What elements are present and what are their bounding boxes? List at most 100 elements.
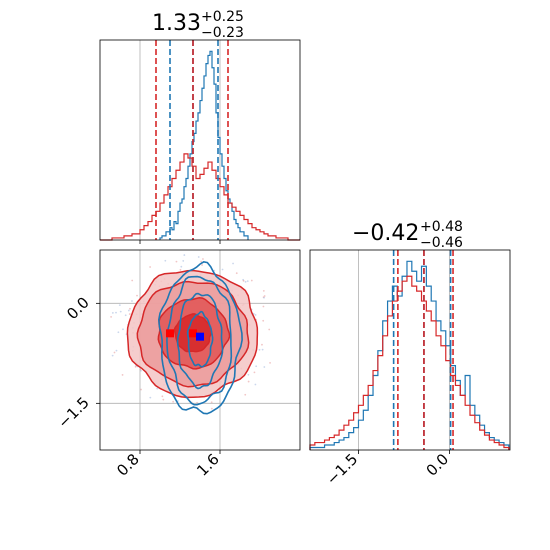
contour-xtick-label-0: 0.8	[113, 450, 143, 480]
panel-1-series-1-histogram	[100, 153, 300, 241]
scatter-point	[263, 366, 266, 368]
scatter-point	[127, 309, 130, 312]
panel-2-histograms	[309, 260, 510, 450]
red-best-fit-marker-0	[166, 329, 174, 338]
scatter-point	[262, 289, 265, 292]
scatter-point	[232, 262, 234, 265]
scatter-point	[149, 396, 152, 399]
scatter-point	[262, 305, 265, 308]
panel-2-series-1-histogram	[309, 275, 510, 450]
contour-panel: 0.8 1.6 0.0 −1.5	[54, 249, 301, 480]
panel-2-frame	[309, 249, 511, 451]
contour-ticks	[96, 302, 221, 454]
scatter-point	[200, 260, 203, 263]
scatter-point	[111, 354, 114, 357]
scatter-point	[115, 349, 118, 352]
panel-2-quantile-lines	[392, 250, 454, 450]
scatter-point	[268, 328, 271, 331]
panel-1-title-value: 1.33	[152, 11, 201, 36]
red-best-fit-marker-1	[189, 329, 197, 338]
blue-best-fit-marker-0	[196, 332, 204, 341]
scatter-point	[210, 407, 213, 410]
scatter-point	[131, 279, 134, 282]
panel-2-ticks	[358, 450, 450, 454]
scatter-point	[175, 260, 178, 263]
scatter-point	[242, 279, 245, 282]
scatter-point	[197, 256, 200, 258]
scatter-point	[111, 312, 114, 314]
scatter-point	[162, 398, 165, 401]
scatter-point	[201, 264, 203, 266]
contour-levels	[126, 261, 259, 415]
scatter-point	[122, 328, 124, 331]
panel-1-ticks	[139, 240, 221, 244]
scatter-point	[179, 268, 182, 271]
scatter-point	[121, 374, 124, 376]
scatter-point	[119, 310, 122, 313]
scatter-point	[247, 380, 250, 383]
scatter-point	[210, 401, 213, 404]
scatter-point	[244, 393, 247, 396]
panel-1-title-upper: +0.25	[201, 9, 244, 25]
scatter-point	[250, 279, 253, 282]
blue-contour-level-1	[176, 292, 224, 390]
scatter-point	[255, 365, 258, 368]
blue-contour-level-2	[166, 275, 233, 406]
scatter-point	[261, 343, 263, 346]
scatter-point	[263, 296, 265, 299]
contour-frame	[99, 249, 301, 451]
scatter-point	[117, 331, 120, 334]
scatter-point	[156, 387, 159, 390]
scatter-point	[118, 304, 121, 307]
scatter-point	[182, 260, 185, 262]
panel-2-xtick-label-0: −1.5	[323, 450, 361, 488]
scatter-point	[202, 258, 204, 260]
scatter-point	[131, 300, 133, 302]
panel-1-frame	[99, 39, 301, 241]
scatter-point	[254, 383, 257, 386]
panel-2-title-lower: −0.46	[420, 235, 463, 251]
panel-1-title-lower: −0.23	[201, 25, 244, 41]
scatter-point	[113, 351, 116, 354]
contour-ytick-label-1: −1.5	[54, 393, 92, 431]
panel-2-tick-labels: −1.5 0.0	[323, 450, 452, 488]
scatter-point	[161, 395, 164, 398]
scatter-point	[129, 307, 131, 310]
scatter-point	[172, 400, 175, 403]
scatter-point	[258, 348, 261, 351]
scatter-point	[246, 280, 249, 283]
panel-2-title-value: −0.42	[352, 221, 419, 246]
scatter-point	[183, 254, 186, 256]
panel-1-quantile-lines	[155, 40, 229, 240]
scatter-point	[253, 371, 256, 374]
scatter-point	[244, 280, 247, 283]
scatter-point	[254, 314, 257, 316]
scatter-point	[134, 365, 137, 368]
scatter-point	[124, 314, 127, 317]
scatter-point	[235, 272, 238, 275]
panel-2-series-0-histogram	[309, 260, 510, 450]
histogram-panel-parameter-2: −0.42 +0.48 −0.46 −1.5 0.0	[309, 219, 511, 489]
scatter-point	[221, 268, 224, 271]
scatter-point	[180, 265, 183, 268]
scatter-point	[128, 313, 131, 315]
contour-ytick-label-0: 0.0	[63, 293, 93, 323]
blue-contour-level-3	[157, 261, 243, 415]
panel-2-title-upper: +0.48	[420, 219, 463, 235]
scatter-point	[140, 388, 142, 391]
panel-2-xtick-label-1: 0.0	[423, 450, 453, 480]
scatter-point	[110, 315, 113, 318]
blue-contour-level-0	[186, 310, 214, 368]
histogram-panel-parameter-1: 1.33 +0.25 −0.23	[99, 9, 301, 244]
scatter-point	[261, 348, 264, 351]
panel-1-histograms	[100, 50, 300, 241]
scatter-point	[164, 259, 167, 262]
scatter-point	[115, 311, 117, 314]
panel-2-grid	[358, 250, 450, 450]
scatter-point	[262, 319, 265, 322]
best-fit-markers	[166, 329, 204, 341]
scatter-point	[149, 266, 152, 268]
contour-xtick-label-1: 1.6	[193, 450, 223, 480]
scatter-point	[136, 294, 138, 297]
